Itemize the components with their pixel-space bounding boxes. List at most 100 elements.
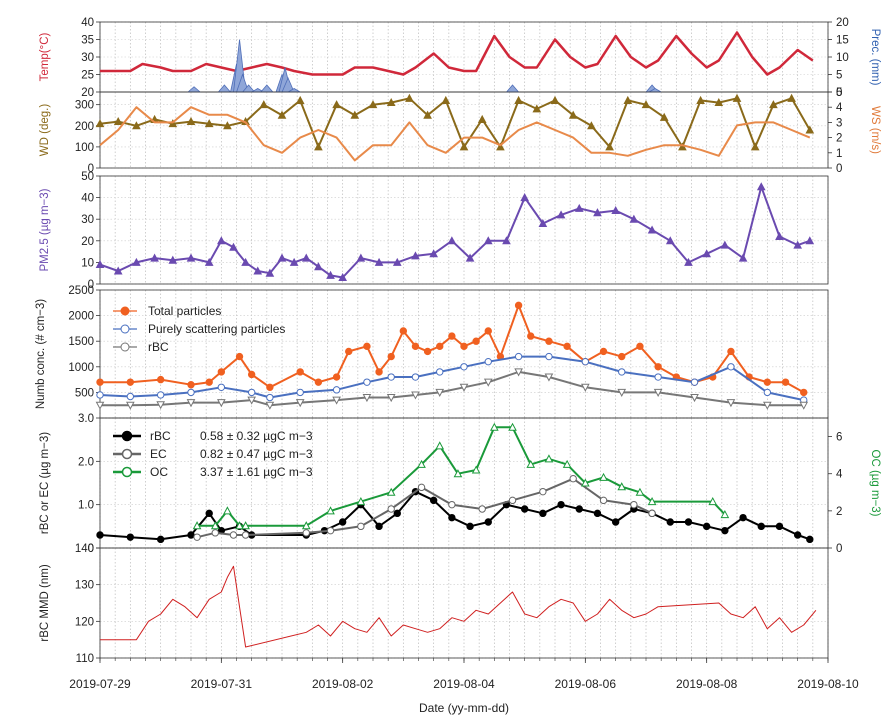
data-point	[545, 337, 553, 345]
data-point	[113, 117, 123, 126]
data-point	[478, 505, 486, 513]
data-point	[726, 399, 736, 408]
data-point	[423, 347, 432, 356]
data-point	[453, 469, 463, 478]
data-point	[527, 332, 535, 340]
data-point	[216, 236, 226, 245]
data-point	[659, 112, 669, 121]
data-point	[574, 203, 584, 212]
y-tick-label: 500	[75, 387, 94, 399]
data-point	[429, 496, 438, 505]
data-point	[793, 240, 803, 249]
data-point	[216, 399, 226, 408]
data-point	[156, 401, 166, 410]
data-point	[368, 100, 378, 109]
data-point	[508, 496, 517, 505]
data-point	[210, 521, 220, 530]
data-point	[229, 242, 238, 251]
data-point	[247, 370, 256, 379]
data-point	[805, 125, 815, 134]
data-point	[132, 121, 141, 130]
data-point	[265, 401, 275, 410]
legend-stat: 0.58 ± 0.32 µgC m−3	[200, 429, 313, 443]
y-tick-label: 30	[81, 52, 94, 64]
series-temp	[100, 31, 814, 76]
y-tick-label: 130	[75, 580, 94, 592]
data-point	[363, 342, 371, 351]
data-point	[763, 388, 772, 397]
legend-label: rBC	[148, 340, 169, 354]
data-point	[593, 509, 602, 518]
data-point	[739, 513, 747, 522]
y-tick-label: 30	[81, 214, 94, 226]
data-point	[684, 257, 693, 266]
data-point	[477, 114, 487, 123]
data-point	[356, 253, 366, 262]
data-point	[635, 487, 645, 496]
y2-tick-label: 0	[836, 87, 842, 99]
data-point	[647, 225, 657, 234]
data-point	[562, 459, 572, 468]
data-point	[156, 391, 165, 399]
data-point	[623, 95, 633, 104]
y-tick-label: 100	[75, 142, 94, 154]
y2-tick-label: 5	[836, 87, 842, 99]
data-point	[756, 182, 766, 191]
data-point	[763, 378, 772, 386]
series-prec-	[186, 39, 663, 93]
data-point	[96, 531, 104, 539]
series-line	[100, 370, 804, 407]
data-point	[502, 236, 511, 245]
y2-tick-label: 4	[836, 102, 843, 114]
series-line	[99, 97, 811, 148]
x-axis-label: Date (yy-mm-dd)	[419, 701, 509, 715]
data-point	[520, 505, 529, 513]
data-point	[332, 373, 341, 381]
data-point	[266, 393, 274, 402]
y2-tick-label: 2	[836, 133, 842, 145]
data-point	[126, 378, 135, 386]
y2-axis-label: OC (µg m−3)	[869, 449, 881, 516]
legend-label: rBC	[150, 429, 171, 443]
data-point	[520, 193, 530, 202]
data-point	[806, 535, 814, 544]
data-point	[235, 352, 244, 361]
y2-tick-label: 0	[836, 543, 842, 555]
y-axis-label: WD (deg.)	[39, 104, 51, 157]
data-point	[223, 506, 232, 515]
data-point	[483, 236, 493, 245]
data-point	[186, 117, 196, 126]
data-point	[247, 396, 257, 405]
data-point	[295, 95, 305, 104]
data-point	[484, 327, 492, 335]
data-point	[187, 388, 195, 397]
data-point	[259, 100, 269, 109]
data-point	[302, 529, 310, 537]
data-point	[489, 422, 499, 431]
data-point	[538, 218, 548, 228]
series-wd	[95, 93, 815, 151]
y-axis-label: PM2.5 (µg m−3)	[39, 188, 51, 271]
data-point	[496, 142, 505, 151]
data-point	[186, 253, 196, 262]
data-point	[575, 505, 583, 513]
data-point	[295, 399, 305, 408]
y-tick-label: 1000	[68, 362, 94, 374]
data-point	[386, 487, 396, 496]
data-point	[265, 268, 275, 277]
series-purely-scattering-particles	[96, 352, 808, 404]
y-tick-label: 300	[75, 100, 94, 112]
data-point	[605, 142, 614, 151]
data-point	[411, 373, 420, 381]
data-point	[720, 240, 730, 249]
data-point	[187, 531, 195, 539]
data-point	[769, 100, 778, 109]
x-tick-label: 2019-08-06	[555, 677, 617, 691]
data-point	[374, 257, 384, 266]
y-tick-label: 120	[75, 616, 94, 628]
data-point	[405, 93, 414, 102]
x-tick-label: 2019-08-08	[676, 677, 738, 691]
data-point	[217, 383, 226, 391]
plot-frame	[99, 91, 829, 169]
